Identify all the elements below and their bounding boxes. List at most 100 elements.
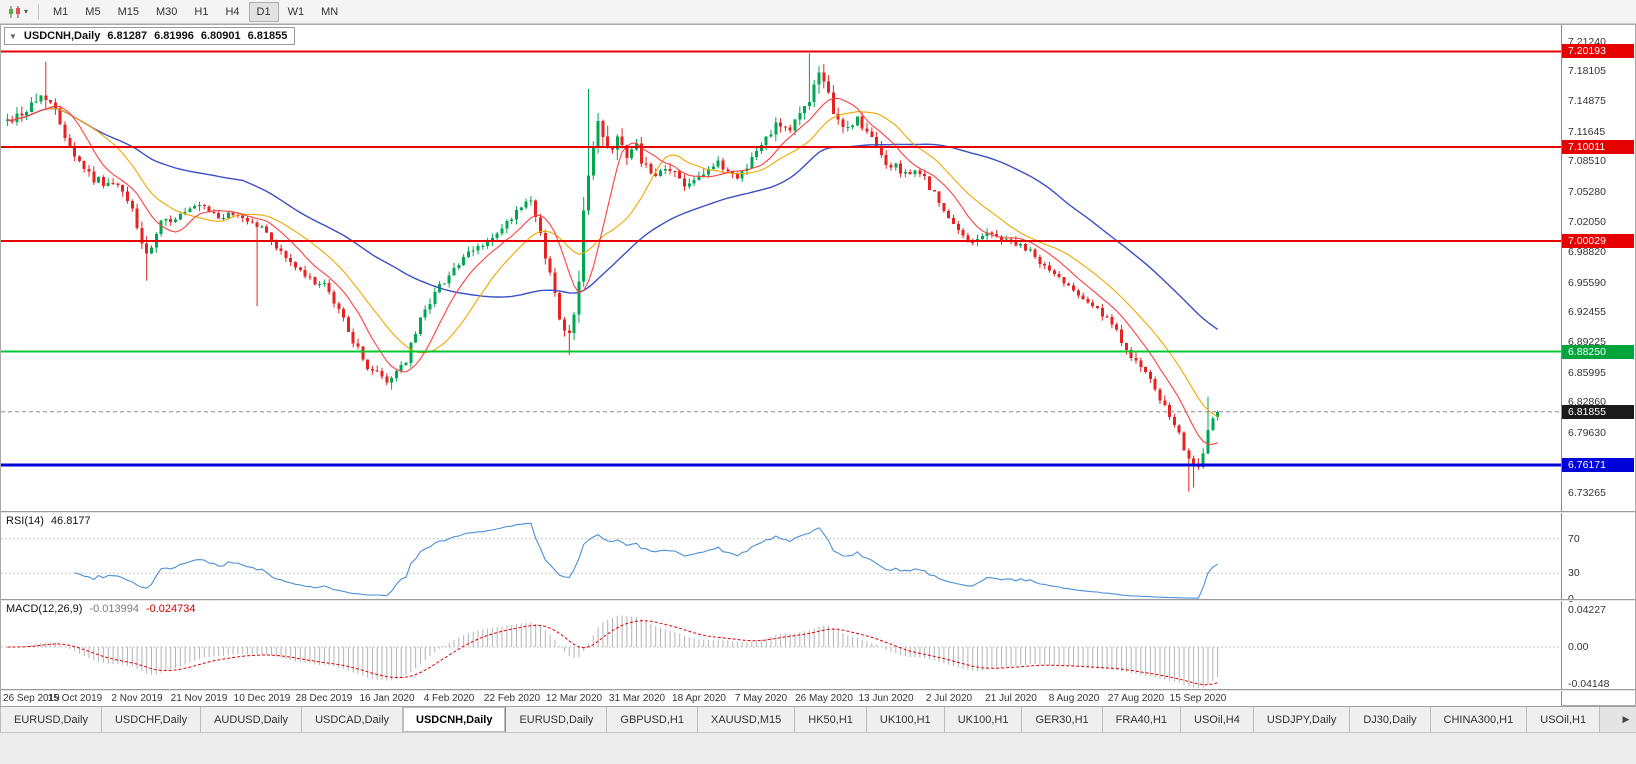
price-tick-label: 7.05280: [1568, 186, 1606, 198]
date-label: 22 Feb 2020: [483, 693, 541, 704]
date-label: 21 Nov 2019: [170, 693, 228, 704]
hline-price-badge: 6.76171: [1562, 458, 1634, 472]
date-label: 26 May 2020: [795, 693, 853, 704]
date-label: 15 Oct 2019: [47, 693, 103, 704]
chart-tab-dj30-daily[interactable]: DJ30,Daily: [1350, 707, 1431, 732]
date-label: 31 Mar 2020: [608, 693, 666, 704]
hline-price-badge: 7.20193: [1562, 44, 1634, 58]
timeframe-button-M30[interactable]: M30: [148, 2, 185, 22]
chart-tab-xauusd-m15[interactable]: XAUUSD,M15: [697, 707, 796, 732]
timeframe-button-M1[interactable]: M1: [45, 2, 76, 22]
date-label: 26 Sep 2019: [3, 693, 60, 704]
rsi-axis-label: 30: [1568, 567, 1580, 579]
chart-tab-usoil-h4[interactable]: USOil,H4: [1181, 707, 1254, 732]
rsi-axis-label: 70: [1568, 533, 1580, 545]
chart-tab-ger30-h1[interactable]: GER30,H1: [1022, 707, 1103, 732]
macd-axis-label: 0.04227: [1568, 604, 1606, 616]
chart-tab-eurusd-daily[interactable]: EURUSD,Daily: [0, 707, 102, 732]
price-tick-label: 7.02050: [1568, 216, 1606, 228]
timeframe-buttons: M1 M5 M15 M30 H1 H4 D1 W1 MN: [45, 1, 346, 22]
date-label: 16 Jan 2020: [359, 693, 415, 704]
chart-window: 26 Sep 2019 15 Oct 2019 2 Nov 2019 21 Nov 2…: [0, 24, 1636, 707]
chart-tab-fra40-h1[interactable]: FRA40,H1: [1102, 707, 1182, 732]
date-label: 10 Dec 2019: [233, 693, 291, 704]
macd-label: MACD(12,26,9) -0.013994 -0.024734: [6, 603, 196, 615]
timeframe-button-M15[interactable]: M15: [110, 2, 147, 22]
macd-axis-label: 0.00: [1568, 641, 1589, 653]
toolbar-separator: [38, 3, 40, 20]
date-label: 18 Apr 2020: [672, 693, 726, 704]
chart-tab-bar: EURUSD,Daily USDCHF,Daily AUDUSD,Daily USDC…: [0, 706, 1636, 732]
chart-tab-uk100-h1[interactable]: UK100,H1: [944, 707, 1023, 732]
timeframe-button-D1[interactable]: D1: [248, 1, 279, 22]
candlestick-glyph: [9, 5, 20, 18]
timeframe-button-H4[interactable]: H4: [217, 2, 247, 22]
price-tick-label: 7.18105: [1568, 65, 1606, 77]
chart-tab-uk100-h1[interactable]: UK100,H1: [866, 707, 945, 732]
current-price-badge: 6.81855: [1562, 405, 1634, 419]
date-label: 7 May 2020: [734, 693, 788, 704]
timeframe-button-MN[interactable]: MN: [313, 2, 346, 22]
chart-tab-usdcad-daily[interactable]: USDCAD,Daily: [302, 707, 404, 732]
price-axis[interactable]: 7.21240 7.18105 7.14875 7.11645 7.08510 7.052…: [1561, 25, 1635, 705]
chart-tab-hk50-h1[interactable]: HK50,H1: [795, 707, 867, 732]
chart-tab-usdchf-daily[interactable]: USDCHF,Daily: [101, 707, 202, 732]
symbol-ohlc-box: ▼ USDCNH,Daily 6.81287 6.81996 6.80901 6…: [4, 27, 296, 45]
panel-splitter-macd[interactable]: [1, 599, 1635, 601]
price-tick-label: 6.92455: [1568, 306, 1606, 318]
date-label: 2 Jul 2020: [925, 693, 973, 704]
timeframe-toolbar: ▾ M1 M5 M15 M30 H1 H4 D1 W1 MN: [0, 0, 1636, 24]
date-label: 21 Jul 2020: [985, 693, 1037, 704]
symbol-label: USDCNH,Daily: [23, 30, 101, 42]
date-label: 28 Dec 2019: [295, 693, 353, 704]
date-label: 4 Feb 2020: [423, 693, 475, 704]
macd-signal-value: -0.024734: [145, 603, 196, 615]
rsi-chart[interactable]: [1, 513, 1561, 599]
high-value: 6.81996: [154, 30, 194, 42]
panel-splitter-dates[interactable]: [1, 689, 1635, 691]
timeframe-button-M5[interactable]: M5: [77, 2, 108, 22]
low-value: 6.80901: [200, 30, 241, 42]
plot-area[interactable]: 26 Sep 2019 15 Oct 2019 2 Nov 2019 21 Nov 2…: [1, 25, 1561, 707]
open-value: 6.81287: [107, 30, 148, 42]
price-tick-label: 6.98820: [1568, 246, 1606, 258]
rsi-name: RSI(14): [6, 515, 44, 527]
price-tick-label: 6.85995: [1568, 367, 1606, 379]
price-tick-label: 7.08510: [1568, 155, 1606, 167]
chart-tab-audusd-daily[interactable]: AUDUSD,Daily: [201, 707, 303, 732]
timeframe-button-W1[interactable]: W1: [280, 2, 313, 22]
rsi-value: 46.8177: [50, 515, 91, 527]
date-label: 13 Jun 2020: [858, 693, 914, 704]
panel-splitter-rsi[interactable]: [1, 511, 1635, 513]
chart-tab-usoil-h1[interactable]: USOil,H1: [1527, 707, 1601, 732]
date-label: 15 Sep 2020: [1169, 693, 1227, 704]
rsi-label: RSI(14) 46.8177: [6, 515, 91, 527]
price-tick-label: 6.73265: [1568, 487, 1606, 499]
price-tick-label: 6.79630: [1568, 427, 1606, 439]
tab-scroll-right-icon[interactable]: ▶: [1622, 713, 1630, 724]
date-label: 12 Mar 2020: [545, 693, 603, 704]
one-click-caret-icon[interactable]: ▼: [9, 31, 17, 41]
close-value: 6.81855: [247, 30, 288, 42]
hline-price-badge: 7.00029: [1562, 234, 1634, 248]
timeframe-button-H1[interactable]: H1: [186, 2, 216, 22]
chart-tab-usdjpy-daily[interactable]: USDJPY,Daily: [1253, 707, 1351, 732]
hline-price-badge: 7.10011: [1562, 140, 1634, 154]
status-strip: [0, 732, 1636, 764]
date-axis[interactable]: 26 Sep 2019 15 Oct 2019 2 Nov 2019 21 Nov 2…: [1, 691, 1561, 707]
price-chart[interactable]: [1, 25, 1561, 511]
price-tick-label: 7.11645: [1568, 126, 1606, 138]
chevron-down-icon: ▾: [24, 7, 29, 16]
chart-type-icon[interactable]: ▾: [4, 4, 32, 20]
chart-tab-usdcnh-daily[interactable]: USDCNH,Daily: [403, 707, 507, 732]
macd-name: MACD(12,26,9): [6, 603, 83, 615]
date-label: 8 Aug 2020: [1048, 693, 1100, 704]
chart-tab-gbpusd-h1[interactable]: GBPUSD,H1: [607, 707, 698, 732]
chart-tab-china300-h1[interactable]: CHINA300,H1: [1430, 707, 1528, 732]
price-tick-label: 6.95590: [1568, 277, 1606, 289]
macd-chart[interactable]: [1, 601, 1561, 689]
macd-axis-label: -0.04148: [1568, 678, 1610, 690]
macd-main-value: -0.013994: [89, 603, 139, 615]
chart-tab-eurusd-daily[interactable]: EURUSD,Daily: [506, 707, 608, 732]
